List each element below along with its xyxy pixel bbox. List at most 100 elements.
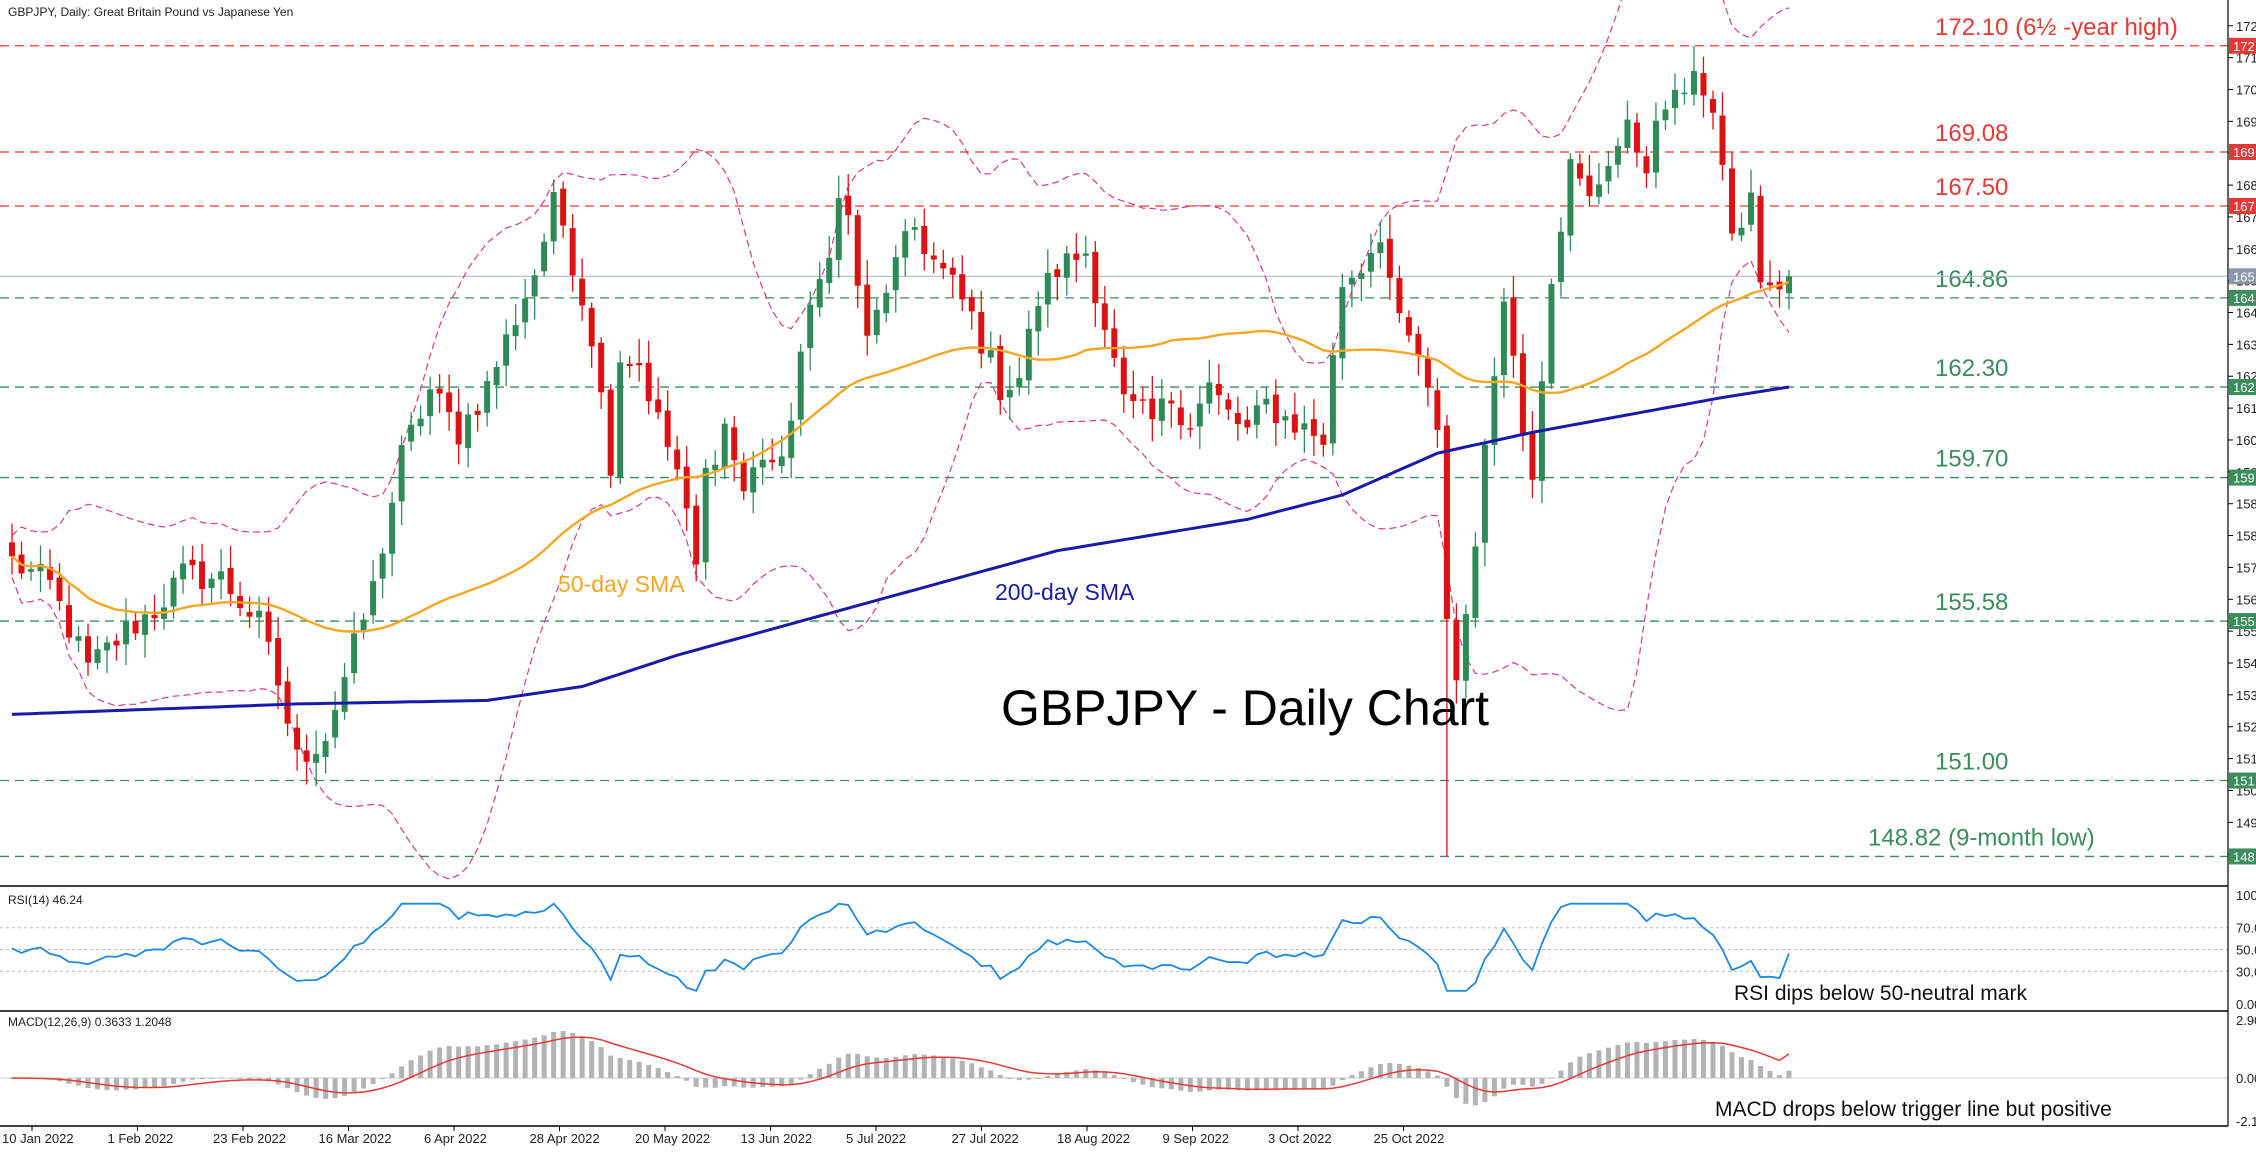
macd-histogram-bar xyxy=(940,1056,946,1078)
support-price-box xyxy=(2229,772,2256,789)
macd-histogram-bar xyxy=(1121,1077,1127,1079)
macd-histogram-bar xyxy=(1434,1075,1440,1078)
resistance-price-box-label: 169.047 xyxy=(2233,145,2256,160)
candle-body xyxy=(921,226,928,254)
candle-body xyxy=(56,577,63,601)
macd-histogram-bar xyxy=(1263,1077,1269,1089)
candle-body xyxy=(484,381,491,413)
candle-body xyxy=(37,563,44,572)
candle-body xyxy=(360,619,367,632)
macd-histogram-bar xyxy=(446,1046,452,1078)
macd-histogram-bar xyxy=(180,1077,186,1082)
macd-histogram-bar xyxy=(256,1077,262,1080)
candle-body xyxy=(1424,358,1431,388)
price-tick-label: 164.440 xyxy=(2236,306,2256,321)
candle-body xyxy=(588,307,595,347)
candle-body xyxy=(47,567,54,580)
candle-body xyxy=(341,677,348,712)
macd-histogram-bar xyxy=(1425,1071,1431,1078)
candle-body xyxy=(1415,333,1422,356)
macd-histogram-bar xyxy=(1368,1067,1374,1078)
macd-histogram-bar xyxy=(1273,1077,1279,1089)
candle-body xyxy=(1006,389,1013,398)
macd-histogram-bar xyxy=(646,1064,652,1078)
macd-histogram-bar xyxy=(1244,1077,1250,1091)
macd-histogram-bar xyxy=(1301,1077,1307,1089)
candle-body xyxy=(940,262,947,269)
macd-histogram-bar xyxy=(1748,1059,1754,1078)
support-price-box-label: 164.860 xyxy=(2233,291,2256,306)
candle-body xyxy=(1595,184,1602,197)
price-tick-label: 170.845 xyxy=(2236,82,2256,97)
macd-histogram-bar xyxy=(779,1077,785,1087)
x-tick-label: 18 Aug 2022 xyxy=(1057,1131,1130,1146)
candle-body xyxy=(265,611,272,642)
macd-histogram-bar xyxy=(237,1077,243,1079)
macd-histogram-bar xyxy=(1111,1075,1117,1078)
candle-body xyxy=(1225,399,1232,410)
current-price-box-label: 165.480 xyxy=(2233,269,2256,284)
resistance-price-box xyxy=(2229,197,2256,214)
sma200-label: 200-day SMA xyxy=(995,579,1135,605)
macd-histogram-bar xyxy=(532,1037,538,1078)
price-tick-label: 157.120 xyxy=(2236,560,2256,575)
candle-body xyxy=(227,567,234,595)
macd-histogram-bar xyxy=(636,1061,642,1078)
macd-histogram-bar xyxy=(1216,1077,1222,1090)
candle-body xyxy=(1054,269,1061,277)
macd-histogram-bar xyxy=(703,1077,709,1088)
macd-histogram-bar xyxy=(389,1073,395,1078)
candle-body xyxy=(398,444,405,502)
x-tick-label: 20 May 2022 xyxy=(635,1131,710,1146)
candle-body xyxy=(1282,416,1289,421)
candle-body xyxy=(408,424,415,442)
price-tick-label: 166.270 xyxy=(2236,242,2256,257)
macd-histogram-bar xyxy=(570,1033,576,1078)
macd-histogram-bar xyxy=(1757,1065,1763,1078)
macd-histogram-bar xyxy=(1691,1039,1697,1078)
candle-body xyxy=(1786,276,1792,294)
rsi-panel xyxy=(0,902,2228,993)
x-tick-label: 27 Jul 2022 xyxy=(952,1131,1019,1146)
x-tick-label: 23 Feb 2022 xyxy=(213,1131,286,1146)
candle-body xyxy=(189,559,196,566)
rsi-annotation: RSI dips below 50-neutral mark xyxy=(1734,982,2027,1005)
macd-histogram-bar xyxy=(1235,1077,1241,1091)
candle-body xyxy=(883,292,890,314)
candle-body xyxy=(313,754,320,763)
candle-body xyxy=(1567,159,1574,236)
candle-body xyxy=(949,267,956,275)
candle-body xyxy=(1016,378,1023,388)
candle-body xyxy=(740,462,747,492)
candle-body xyxy=(750,467,757,493)
macd-histogram-bar xyxy=(836,1057,842,1078)
candle-body xyxy=(493,366,500,386)
candle-body xyxy=(1158,398,1165,421)
macd-histogram-bar xyxy=(427,1050,433,1078)
macd-histogram-bar xyxy=(826,1063,832,1078)
macd-histogram-bar xyxy=(408,1060,414,1078)
macd-histogram-bar xyxy=(883,1057,889,1078)
x-tick-label: 25 Oct 2022 xyxy=(1374,1131,1445,1146)
macd-signal-line xyxy=(11,1036,1790,1094)
macd-histogram-bar xyxy=(1330,1077,1336,1086)
macd-histogram-bar xyxy=(228,1077,234,1079)
candle-body xyxy=(655,399,662,413)
rsi-header: RSI(14) 46.24 xyxy=(8,893,83,907)
macd-histogram-bar xyxy=(712,1077,718,1088)
candle-body xyxy=(1557,231,1564,283)
candle-body xyxy=(1244,419,1251,428)
macd-histogram-bar xyxy=(1168,1077,1174,1090)
price-tick-label: 158.035 xyxy=(2236,529,2256,544)
candle-body xyxy=(607,389,614,476)
macd-histogram-bar xyxy=(627,1060,633,1078)
candle-body xyxy=(617,362,624,478)
candle-body xyxy=(1662,109,1669,121)
macd-histogram-bar xyxy=(969,1063,975,1078)
chart-title: GBPJPY - Daily Chart xyxy=(1001,680,1489,736)
macd-histogram-bar xyxy=(1539,1077,1545,1084)
macd-histogram-bar xyxy=(560,1031,566,1078)
candle-body xyxy=(208,578,215,589)
candle-body xyxy=(75,636,82,641)
